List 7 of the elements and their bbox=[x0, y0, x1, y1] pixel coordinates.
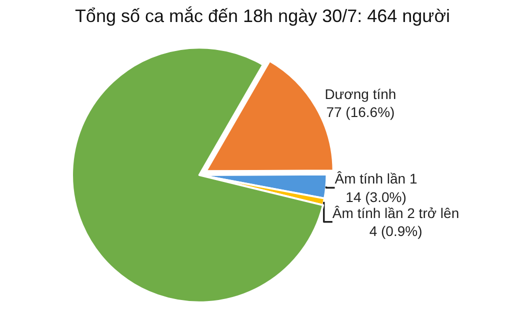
data-label: 4 (0.9%) bbox=[369, 222, 422, 239]
chart-title: Tổng số ca mắc đến 18h ngày 30/7: 464 người bbox=[74, 6, 450, 26]
data-label: 77 (16.6%) bbox=[326, 104, 395, 120]
slice-label: Âm tính lần 2 trở lên bbox=[332, 204, 460, 221]
data-label: 14 (3.0%) bbox=[346, 188, 406, 205]
slice-label: Dương tính bbox=[324, 86, 396, 102]
slice-label: Âm tính lần 1 bbox=[334, 170, 418, 187]
